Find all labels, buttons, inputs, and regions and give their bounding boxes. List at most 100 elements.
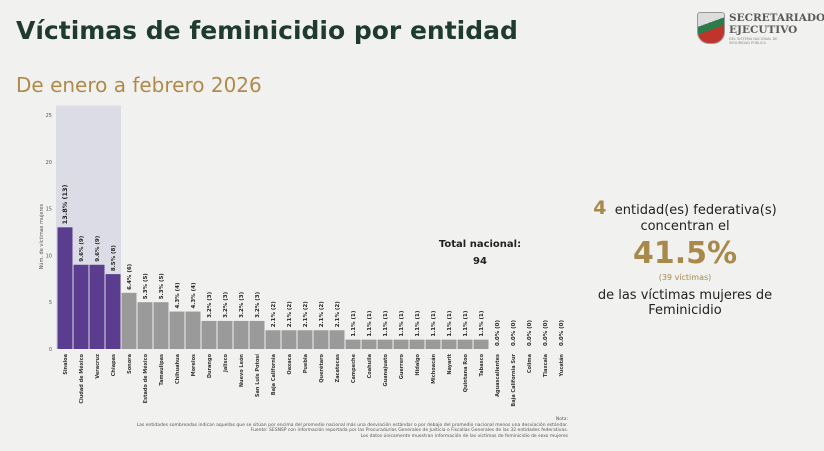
x-tick-label: Quintana Roo: [463, 353, 469, 392]
x-tick-label: Yucatán: [558, 354, 565, 378]
y-tick-label: 0: [49, 347, 52, 353]
bar-baja-california: [265, 330, 281, 349]
data-label: 6.4% (6): [127, 263, 133, 290]
x-tick-label: Baja California: [271, 354, 277, 395]
data-label: 0.0% (0): [511, 319, 517, 346]
x-tick-label: Chiapas: [111, 354, 117, 376]
bar-tabasco: [473, 339, 489, 349]
data-label: 0.0% (0): [559, 319, 565, 346]
summary-text1: entidad(es) federativa(s): [614, 203, 777, 218]
summary-panel: 4 entidad(es) federativa(s) concentran e…: [560, 197, 810, 318]
bar-hidalgo: [409, 339, 425, 349]
bar-chihuahua: [169, 311, 185, 349]
x-tick-label: Tamaulipas: [159, 354, 165, 386]
bar-campeche: [345, 339, 361, 349]
bar-durango: [201, 320, 217, 349]
data-label: 2.1% (2): [287, 301, 293, 328]
bar-sonora: [121, 292, 137, 349]
page-title: Víctimas de feminicidio por entidad: [16, 16, 518, 45]
summary-victims: (39 víctimas): [658, 273, 712, 282]
summary-count: 4: [593, 197, 607, 219]
data-label: 1.1% (1): [479, 310, 485, 337]
x-tick-label: Veracruz: [95, 354, 101, 379]
data-label: 1.1% (1): [415, 310, 421, 337]
data-label: 3.2% (3): [239, 291, 245, 318]
bar-coahuila: [361, 339, 377, 349]
data-label: 8.5% (8): [111, 245, 117, 272]
bar-oaxaca: [281, 330, 297, 349]
y-tick-label: 15: [46, 207, 52, 213]
x-tick-label: Oaxaca: [287, 354, 293, 375]
x-tick-label: Ciudad de México: [78, 353, 85, 403]
logo-line1: SECRETARIADO: [729, 12, 824, 24]
x-tick-label: Tlaxcala: [543, 354, 549, 377]
data-label: 0.0% (0): [527, 319, 533, 346]
data-label: 1.1% (1): [351, 310, 357, 337]
data-label: 9.6% (9): [95, 235, 101, 262]
data-label: 2.1% (2): [303, 301, 309, 328]
logo-line2: EJECUTIVO: [729, 24, 798, 36]
x-tick-label: Durango: [207, 353, 213, 378]
notes: Nota: Las entidades sombreadas indican a…: [88, 417, 568, 439]
bar-zacatecas: [329, 330, 345, 349]
x-tick-label: Estado de México: [142, 353, 149, 403]
note-line2: Fuente: SESNSP con información reportada…: [250, 428, 568, 433]
x-tick-label: Jalisco: [223, 353, 229, 373]
x-tick-label: Nayarit: [447, 353, 453, 374]
x-tick-label: Tabasco: [479, 353, 485, 376]
x-tick-label: Guerrero: [399, 353, 405, 379]
data-label: 1.1% (1): [463, 310, 469, 337]
summary-text4: Feminicidio: [648, 303, 722, 318]
data-label: 1.1% (1): [383, 310, 389, 337]
summary-text3: de las víctimas mujeres de: [597, 288, 773, 303]
bar-nuevo-león: [233, 320, 249, 349]
x-tick-label: Sinaloa: [63, 354, 69, 375]
total-value: 94: [473, 256, 487, 267]
x-tick-label: San Luis Potosí: [254, 354, 261, 397]
bar-ciudad-de-méxico: [73, 264, 89, 349]
y-axis-label: Núm. de víctimas mujeres: [38, 204, 45, 270]
note-title: Nota:: [555, 417, 568, 422]
data-label: 3.2% (3): [223, 291, 229, 318]
x-tick-label: Puebla: [303, 354, 309, 373]
bar-quintana-roo: [457, 339, 473, 349]
data-label: 5.3% (5): [143, 273, 149, 300]
summary-percent: 41.5%: [632, 236, 738, 271]
note-line3: Los datos únicamente muestran informació…: [360, 433, 568, 439]
page-subtitle: De enero a febrero 2026: [16, 73, 262, 97]
data-label: 3.2% (3): [255, 291, 261, 318]
summary-text2: concentran el: [640, 219, 730, 234]
data-label: 2.1% (2): [271, 301, 277, 328]
data-label: 4.3% (4): [191, 282, 197, 309]
y-tick-label: 25: [46, 113, 52, 119]
data-label: 4.3% (4): [175, 282, 181, 309]
data-label: 13.8% (13): [61, 184, 69, 224]
bar-guanajuato: [377, 339, 393, 349]
shield-icon: [697, 12, 725, 44]
y-tick-label: 20: [46, 160, 52, 166]
total-label: Total nacional:: [438, 239, 522, 250]
bar-puebla: [297, 330, 313, 349]
x-tick-label: Chihuahua: [175, 354, 181, 384]
x-tick-label: Querétaro: [318, 353, 325, 382]
bar-michoacán: [425, 339, 441, 349]
x-tick-label: Michoacán: [430, 354, 437, 384]
data-label: 0.0% (0): [495, 319, 501, 346]
x-tick-label: Colima: [527, 354, 533, 373]
y-tick-label: 10: [46, 253, 52, 259]
data-label: 3.2% (3): [207, 291, 213, 318]
data-label: 0.0% (0): [543, 319, 549, 346]
data-label: 1.1% (1): [431, 310, 437, 337]
bar-querétaro: [313, 330, 329, 349]
logo-line3: DEL SISTEMA NACIONAL DE SEGURIDAD PÚBLIC…: [729, 37, 778, 45]
x-tick-label: Hidalgo: [415, 353, 421, 375]
bar-sinaloa: [57, 227, 73, 349]
bar-veracruz: [89, 264, 105, 349]
x-tick-label: Nuevo León: [238, 354, 245, 388]
x-tick-label: Zacatecas: [335, 354, 341, 382]
bar-jalisco: [217, 320, 233, 349]
x-tick-label: Guanajuato: [383, 353, 389, 386]
bar-morelos: [185, 311, 201, 349]
data-label: 1.1% (1): [447, 310, 453, 337]
